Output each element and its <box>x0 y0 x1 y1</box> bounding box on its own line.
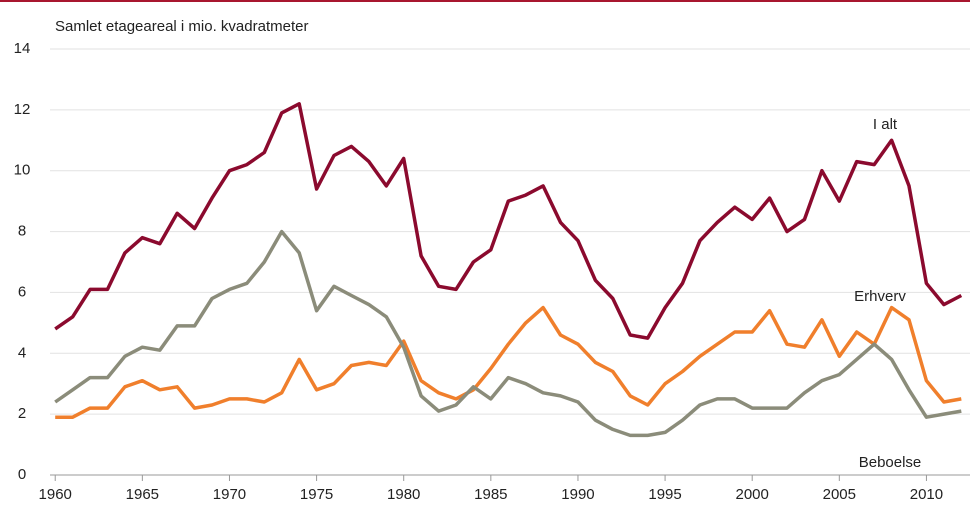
series-line <box>55 305 962 419</box>
x-tick-label: 1990 <box>561 486 594 503</box>
y-tick-label: 0 <box>18 466 26 483</box>
y-tick-label: 6 <box>18 283 26 300</box>
series-label: Beboelse <box>859 454 922 471</box>
series-label: I alt <box>873 116 898 133</box>
x-tick-label: 2005 <box>823 486 856 503</box>
series-label: Erhverv <box>854 288 906 305</box>
x-tick-label: 1965 <box>126 486 159 503</box>
x-tick-label: 2010 <box>910 486 943 503</box>
x-tick-label: 1980 <box>387 486 420 503</box>
top-border <box>0 0 970 2</box>
y-tick-label: 8 <box>18 223 26 240</box>
series-line <box>54 229 962 438</box>
x-tick-label: 1995 <box>648 486 681 503</box>
x-tick-label: 1975 <box>300 486 333 503</box>
y-tick-label: 2 <box>18 405 26 422</box>
x-tick-label: 2000 <box>736 486 769 503</box>
y-tick-label: 4 <box>18 344 26 361</box>
x-tick-label: 1985 <box>474 486 507 503</box>
y-tick-label: 10 <box>14 162 31 179</box>
x-tick-label: 1970 <box>213 486 246 503</box>
y-tick-label: 14 <box>14 40 31 57</box>
x-tick-label: 1960 <box>39 486 72 503</box>
chart-title: Samlet etageareal i mio. kvadratmeter <box>55 18 308 35</box>
series-line <box>54 102 963 340</box>
y-tick-label: 12 <box>14 101 31 118</box>
